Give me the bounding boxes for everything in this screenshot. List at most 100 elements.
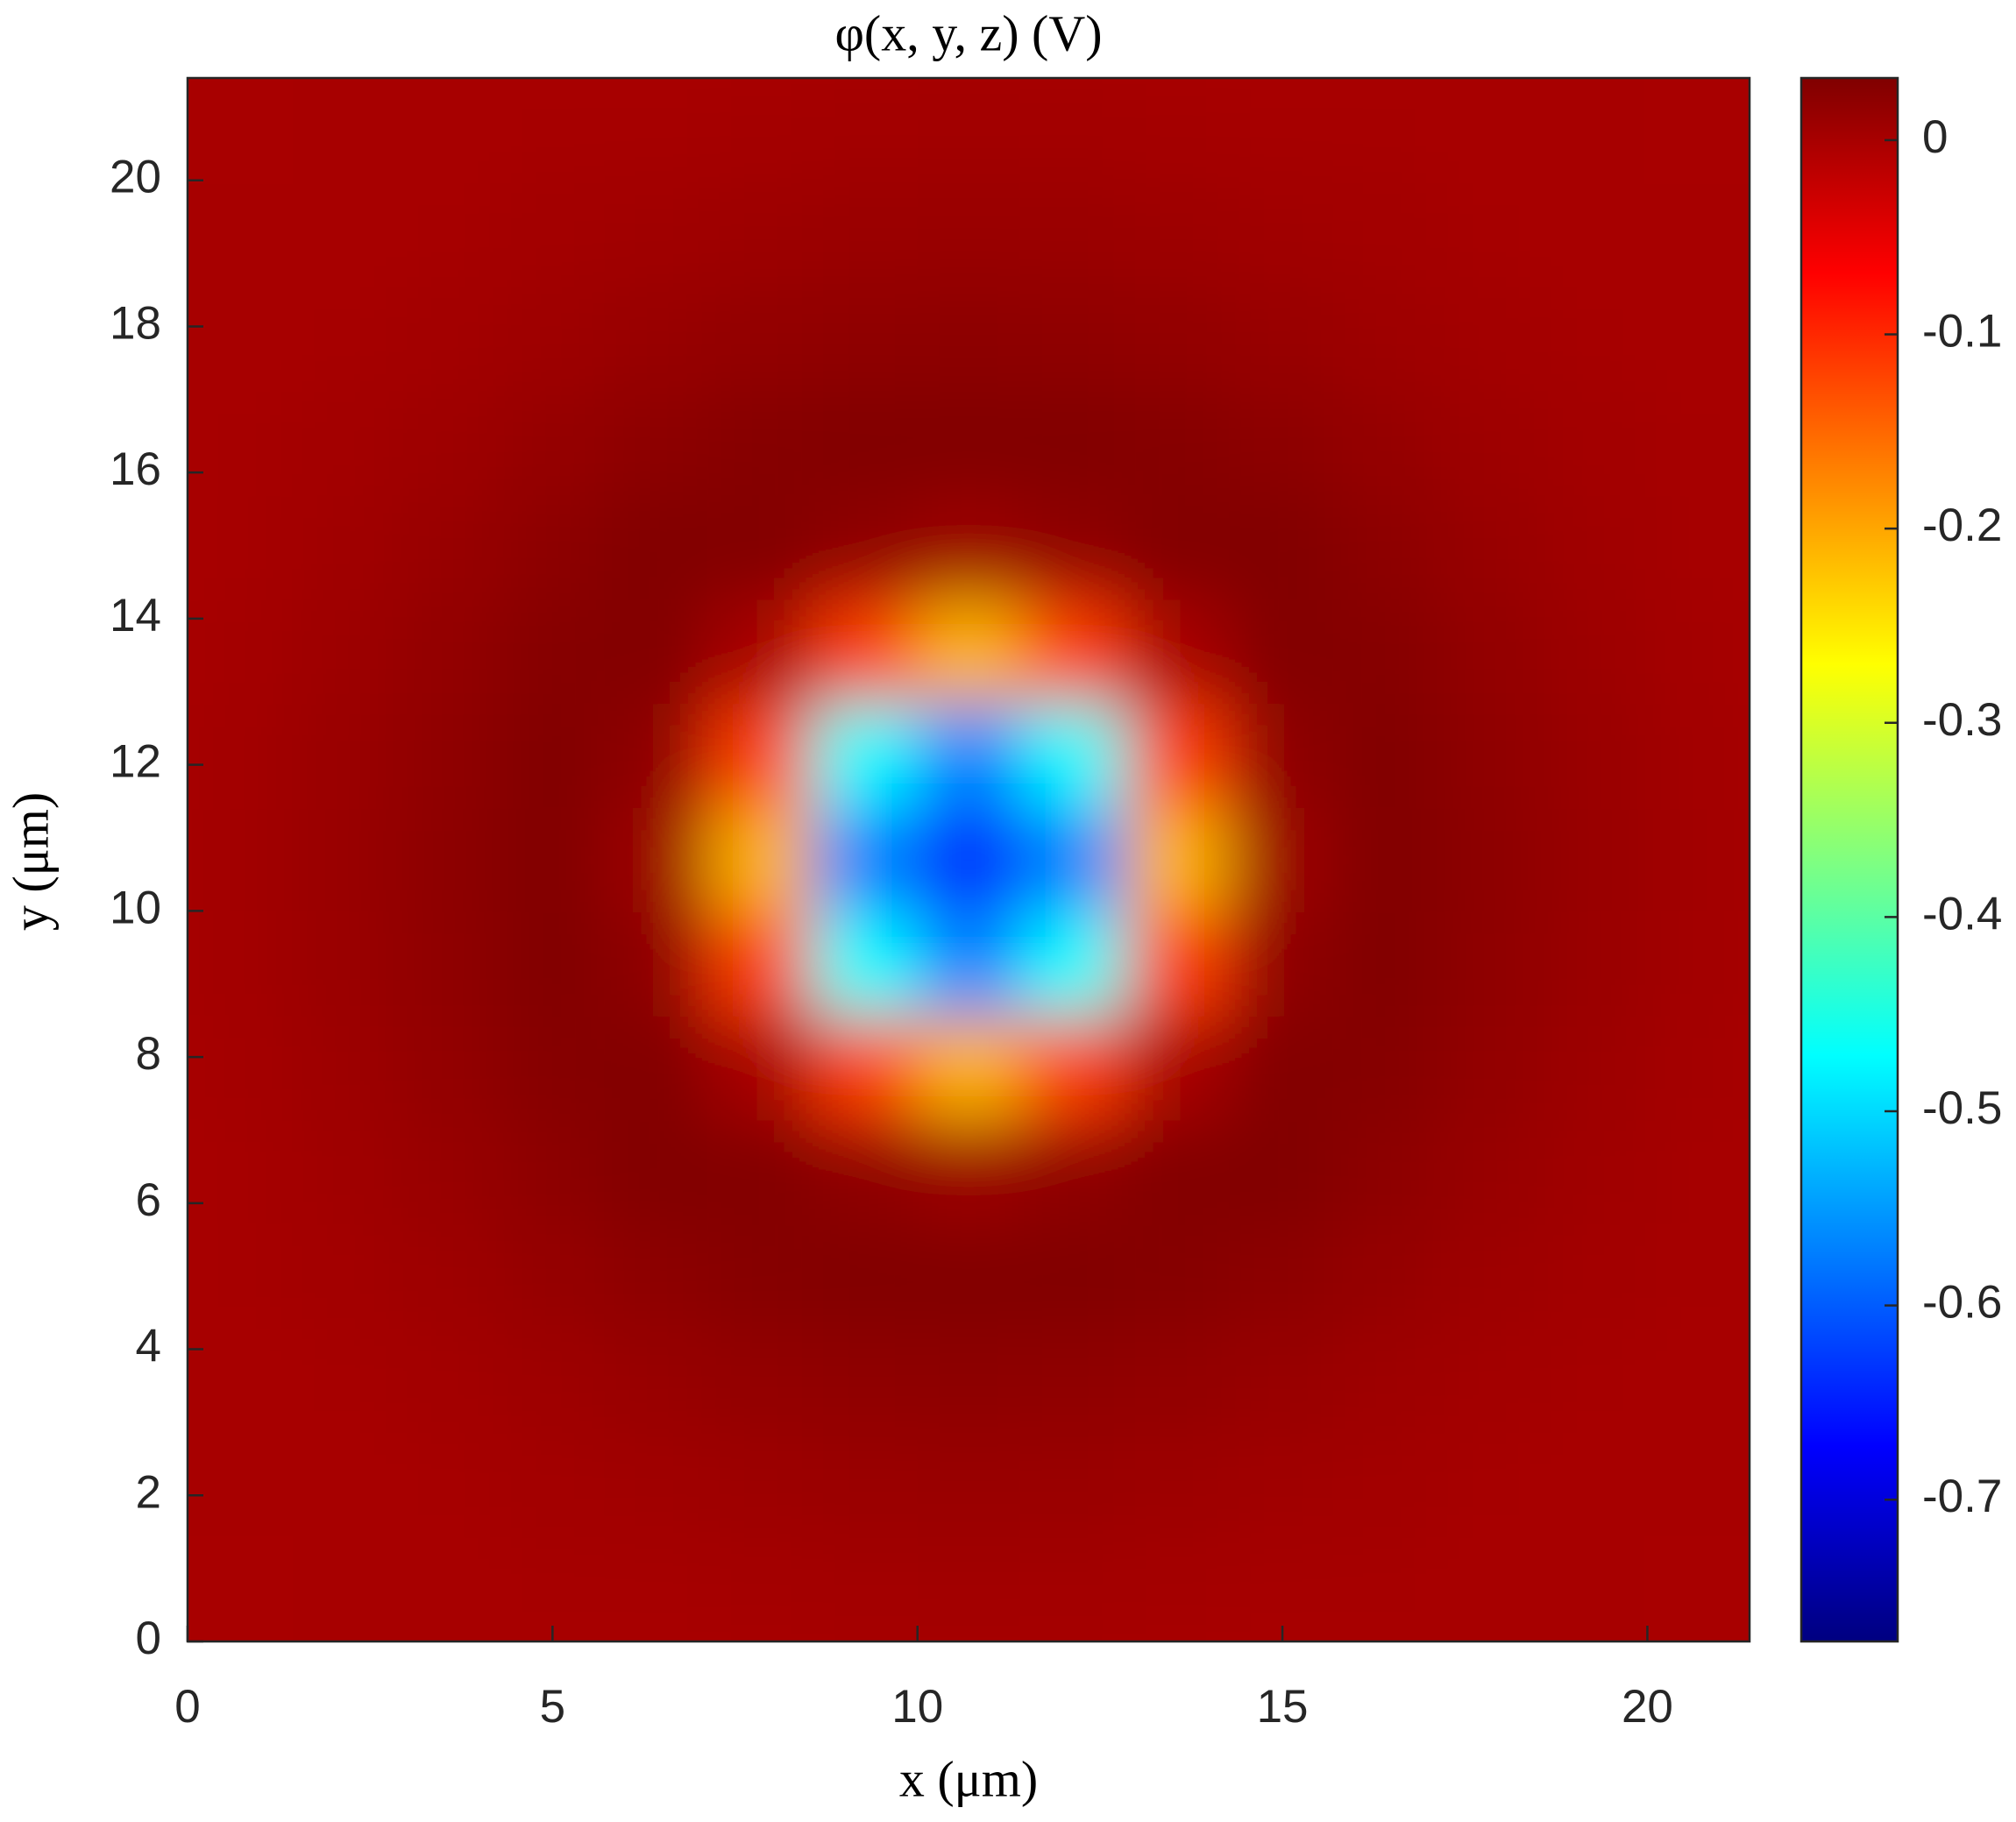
heatmap-cell <box>812 390 917 496</box>
heatmap-cell <box>1645 1537 1750 1641</box>
heatmap-cell <box>1332 703 1438 808</box>
heatmap-cell <box>1020 1120 1125 1225</box>
heatmap-cell <box>1541 1329 1646 1434</box>
heatmap-cell <box>1332 78 1438 183</box>
heatmap-cell <box>1020 1224 1125 1329</box>
heatmap-cell <box>500 1224 605 1329</box>
heatmap-cell <box>812 181 917 287</box>
heatmap-cell <box>812 703 917 808</box>
heatmap-cell <box>1332 1329 1438 1434</box>
y-tick-label: 20 <box>110 152 161 203</box>
heatmap-cell <box>604 599 709 705</box>
heatmap-cell <box>1020 1537 1125 1641</box>
heatmap-cell <box>1125 1537 1230 1641</box>
heatmap-cell <box>1541 78 1646 183</box>
heatmap-cell <box>1541 703 1646 808</box>
heatmap-cell <box>1437 287 1542 392</box>
heatmap-cell <box>395 1537 500 1641</box>
heatmap-cell <box>1228 599 1334 705</box>
heatmap-cell <box>291 1329 397 1434</box>
heatmap-cell <box>916 1224 1022 1329</box>
heatmap-cell <box>708 1537 813 1641</box>
heatmap-cell <box>1645 1120 1750 1225</box>
heatmap-cell <box>1332 807 1438 913</box>
heatmap-cell <box>1020 807 1125 913</box>
heatmap-cell <box>604 1016 709 1121</box>
heatmap-cell <box>1541 1537 1646 1641</box>
heatmap-cell <box>188 287 293 392</box>
heatmap-cell <box>1228 703 1334 808</box>
heatmap-cell <box>395 1224 500 1329</box>
y-tick-label: 6 <box>136 1174 161 1226</box>
heatmap-cell <box>1228 494 1334 600</box>
heatmap-cell <box>1437 494 1542 600</box>
heatmap-cell <box>916 703 1022 808</box>
heatmap-cell <box>708 1224 813 1329</box>
heatmap-cell <box>1020 1432 1125 1538</box>
heatmap-cell <box>1125 807 1230 913</box>
heatmap-cell <box>812 1329 917 1434</box>
heatmap-cell <box>291 1120 397 1225</box>
heatmap-cell <box>604 911 709 1017</box>
heatmap-cell <box>604 494 709 600</box>
heatmap-cell <box>1332 1432 1438 1538</box>
heatmap-cell <box>188 390 293 496</box>
heatmap-cell <box>1541 1016 1646 1121</box>
heatmap-cell <box>188 1432 293 1538</box>
heatmap-cell <box>1228 807 1334 913</box>
heatmap-cell <box>1020 494 1125 600</box>
heatmap-cell <box>188 1329 293 1434</box>
heatmap-cell <box>291 1224 397 1329</box>
heatmap-cell <box>1125 78 1230 183</box>
heatmap-cell <box>708 1120 813 1225</box>
heatmap-cell <box>1437 78 1542 183</box>
heatmap-cell <box>1020 703 1125 808</box>
heatmap-cell <box>291 911 397 1017</box>
heatmap-cell <box>812 78 917 183</box>
heatmap-cell <box>1645 1329 1750 1434</box>
heatmap-cell <box>1645 494 1750 600</box>
heatmap-cell <box>1645 287 1750 392</box>
heatmap-cell <box>291 599 397 705</box>
heatmap-cell <box>1125 1016 1230 1121</box>
heatmap-cell <box>1228 390 1334 496</box>
x-tick-label: 20 <box>1622 1681 1673 1733</box>
heatmap-cell <box>500 181 605 287</box>
heatmap-cell <box>1332 911 1438 1017</box>
heatmap-cell <box>395 181 500 287</box>
heatmap-cell <box>1332 494 1438 600</box>
heatmap-cell <box>1228 1432 1334 1538</box>
x-tick-label: 0 <box>174 1681 200 1733</box>
y-tick-label: 8 <box>136 1028 161 1080</box>
heatmap-cell <box>1645 599 1750 705</box>
heatmap-cell <box>500 1120 605 1225</box>
colorbar: 0 -0.1 -0.2 -0.3 -0.4 -0.5 -0.6 -0.7 <box>1799 76 2002 1643</box>
heatmap-cell <box>1125 181 1230 287</box>
y-tick-label: 18 <box>110 297 161 349</box>
heatmap-cell <box>1332 1016 1438 1121</box>
heatmap-cell <box>395 494 500 600</box>
heatmap-cell <box>1228 1120 1334 1225</box>
heatmap-cell <box>188 599 293 705</box>
heatmap-cell <box>916 1537 1022 1641</box>
heatmap-cell <box>1645 911 1750 1017</box>
heatmap-cell <box>1228 1537 1334 1641</box>
heatmap-cell <box>604 1120 709 1225</box>
colorbar-tick-label: -0.6 <box>1922 1277 2002 1329</box>
heatmap-cell <box>708 807 813 913</box>
heatmap-cell <box>916 181 1022 287</box>
heatmap-cell <box>291 1432 397 1538</box>
heatmap-cell <box>1541 1432 1646 1538</box>
y-tick-label: 4 <box>136 1321 161 1372</box>
heatmap-cell <box>708 911 813 1017</box>
heatmap-cell <box>1541 181 1646 287</box>
heatmap-cell <box>1332 599 1438 705</box>
heatmap-cell <box>395 703 500 808</box>
heatmap-cell <box>188 181 293 287</box>
heatmap-cell <box>812 1224 917 1329</box>
heatmap-cell <box>812 911 917 1017</box>
heatmap-cell <box>708 599 813 705</box>
chart-title: φ(x, y, z) (V) <box>834 4 1102 61</box>
heatmap-cell <box>916 1329 1022 1434</box>
heatmap-cell <box>812 1016 917 1121</box>
